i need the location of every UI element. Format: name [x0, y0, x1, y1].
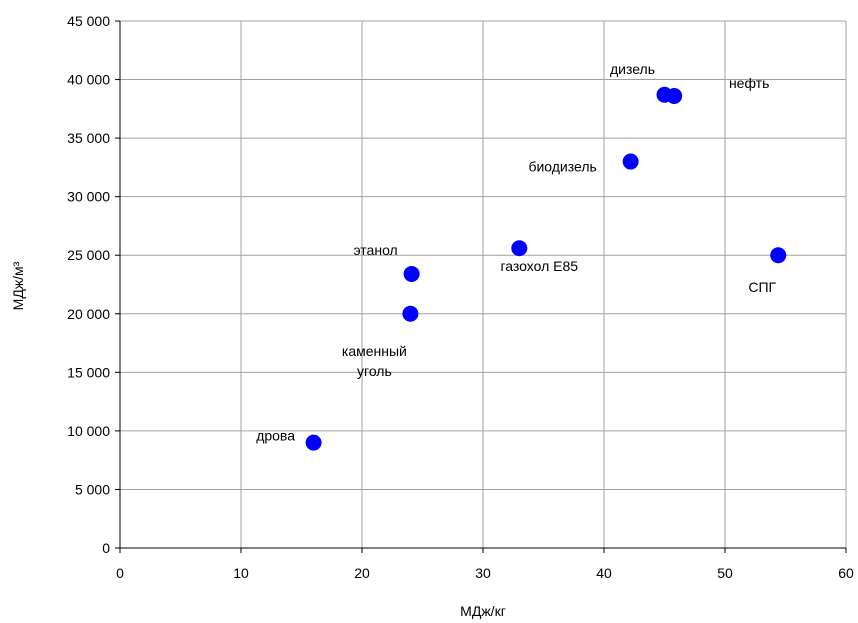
x-tick-labels: 0 10 20 30 40 50 60 [116, 565, 854, 581]
data-point [666, 87, 683, 104]
data-point [622, 153, 639, 170]
y-tick-label: 5 000 [75, 481, 110, 497]
grid-lines [120, 20, 847, 548]
y-tick-label: 45 000 [67, 13, 110, 29]
x-axis-title: МДж/кг [460, 603, 506, 619]
x-tick-label: 50 [717, 565, 733, 581]
data-point [402, 305, 419, 322]
y-tick-label: 30 000 [67, 189, 110, 205]
point-label: биодизель [528, 159, 596, 175]
y-tick-label: 0 [102, 540, 110, 556]
axes [115, 20, 847, 553]
point-labels: дрова каменный уголь этанол газохол E85 биоди… [256, 61, 776, 444]
y-tick-label: 40 000 [67, 72, 110, 88]
point-label: каменный уголь [342, 343, 407, 379]
x-tick-label: 10 [233, 565, 249, 581]
data-point [403, 265, 420, 282]
x-tick-label: 0 [116, 565, 124, 581]
point-label: СПГ [748, 279, 776, 295]
x-tick-label: 20 [354, 565, 370, 581]
data-points [305, 86, 787, 451]
x-tick-label: 60 [838, 565, 854, 581]
point-label: дизель [610, 61, 655, 77]
y-tick-label: 35 000 [67, 130, 110, 146]
point-label: газохол E85 [500, 258, 578, 274]
data-point [770, 247, 787, 264]
point-label: этанол [353, 242, 397, 258]
x-tick-label: 30 [475, 565, 491, 581]
y-tick-label: 20 000 [67, 306, 110, 322]
x-tick-label: 40 [596, 565, 612, 581]
data-point [305, 434, 322, 451]
y-tick-labels: 0 5 000 10 000 15 000 20 000 25 000 30 000 35 0… [67, 13, 110, 556]
y-axis-title: МДж/м³ [10, 261, 26, 310]
y-tick-label: 25 000 [67, 247, 110, 263]
point-label: дрова [256, 428, 295, 444]
y-tick-label: 15 000 [67, 364, 110, 380]
point-label: нефть [729, 75, 769, 91]
y-tick-label: 10 000 [67, 423, 110, 439]
data-point [511, 240, 528, 257]
